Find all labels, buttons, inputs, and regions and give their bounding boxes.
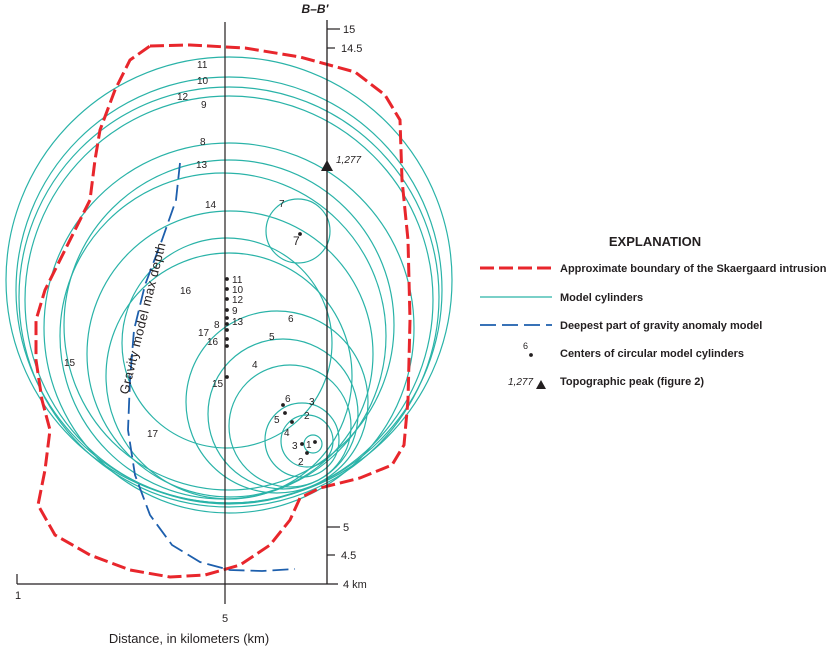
legend-gravity-label: Deepest part of gravity anomaly model	[560, 320, 762, 332]
peak-label: 1,277	[336, 155, 361, 166]
center-dot	[225, 344, 229, 348]
center-dot	[313, 440, 317, 444]
center-label-12: 12	[232, 295, 244, 306]
legend-center-sample-number: 6	[523, 341, 528, 351]
model-cylinders	[5, 56, 453, 514]
circle-label-8: 8	[200, 137, 206, 148]
circle-label-7: 7	[279, 199, 285, 210]
center-dot	[300, 442, 304, 446]
center-dot	[225, 297, 229, 301]
vscale-label-5: 5	[343, 522, 349, 534]
center-dot	[225, 308, 229, 312]
legend: EXPLANATION Approximate boundary of the …	[480, 234, 827, 389]
circle-label-5: 5	[269, 332, 275, 343]
center-label-2: 2	[298, 457, 304, 468]
vscale-label-15: 15	[343, 24, 355, 36]
peak-triangle-icon	[321, 160, 333, 171]
legend-center-dot	[529, 353, 533, 357]
gravity-curve-label: Gravity model max depth	[116, 241, 168, 396]
center-dot	[225, 375, 229, 379]
circle-label-14: 14	[205, 200, 217, 211]
center-dot	[225, 287, 229, 291]
center-label-6: 6	[285, 394, 291, 405]
center-label-3: 3	[292, 441, 298, 452]
center-dot	[225, 316, 229, 320]
circle-label-17: 17	[147, 429, 159, 440]
vscale-label-4-5: 4.5	[341, 550, 356, 562]
model-cylinder-9	[24, 95, 434, 505]
center-label-5: 5	[274, 415, 280, 426]
center-label-8: 8	[214, 320, 220, 331]
model-cylinder-4	[228, 364, 352, 488]
gravity-max-depth-curve	[127, 162, 296, 572]
center-label-9: 9	[232, 306, 238, 317]
model-cylinder-8	[43, 142, 415, 514]
legend-cylinder-label: Model cylinders	[560, 292, 643, 304]
center-label-17: 17	[198, 328, 210, 339]
circle-label-9: 9	[201, 100, 207, 111]
circle-label-12: 12	[177, 92, 189, 103]
circle-label-13: 13	[196, 160, 208, 171]
tick-label-mid: 5	[222, 613, 228, 625]
vscale-label-4km: 4 km	[343, 579, 367, 591]
center-label-11: 11	[232, 275, 243, 286]
center-dot	[283, 411, 287, 415]
center-dot	[225, 322, 229, 326]
center-dot	[290, 420, 294, 424]
circle-labels: 11 10 12 9 8 13 14 7 16 6 5 4 15 17 3 2	[64, 60, 315, 440]
model-cylinder-6	[185, 310, 369, 494]
legend-center-label: Centers of circular model cylinders	[560, 348, 744, 360]
circle-label-4: 4	[252, 360, 258, 371]
center-label-16: 16	[207, 337, 219, 348]
legend-boundary-label: Approximate boundary of the Skaergaard i…	[560, 263, 827, 275]
center-label-1: 1	[306, 440, 312, 451]
vscale-label-14-5: 14.5	[341, 43, 362, 55]
model-cylinder-16	[121, 237, 333, 449]
circle-label-15: 15	[64, 358, 76, 369]
horizontal-axis-title: Distance, in kilometers (km)	[109, 631, 269, 646]
center-dot	[225, 328, 229, 332]
model-cylinder-14	[86, 210, 374, 498]
circle-label-2: 2	[304, 411, 310, 422]
center-label-7: 7	[293, 234, 300, 248]
legend-title: EXPLANATION	[609, 234, 701, 249]
model-cylinder-7	[265, 198, 331, 264]
center-label-15: 15	[212, 379, 224, 390]
center-dot	[305, 451, 309, 455]
circle-label-6: 6	[288, 314, 294, 325]
circle-label-11: 11	[197, 60, 208, 71]
section-label: B–B′	[302, 2, 330, 16]
model-cylinder-12	[18, 86, 440, 508]
center-label-4: 4	[284, 428, 290, 439]
circle-label-16: 16	[180, 286, 192, 297]
center-dot	[225, 277, 229, 281]
center-label-13: 13	[232, 317, 244, 328]
cylinder-centers	[225, 232, 317, 455]
center-label-10: 10	[232, 285, 244, 296]
model-cylinder-5	[207, 338, 359, 490]
legend-peak-triangle-icon	[536, 380, 546, 389]
intrusion-boundary	[34, 43, 412, 579]
center-dot	[281, 403, 285, 407]
tick-label-left: 1	[15, 590, 21, 602]
circle-label-3: 3	[309, 397, 315, 408]
center-dot	[298, 232, 302, 236]
center-labels: 11 10 12 9 8 13 17 16 15 7 6 5 4 3 1 2	[198, 234, 312, 468]
model-cylinder-1	[303, 434, 323, 454]
model-cylinder-13	[63, 159, 395, 491]
circle-label-10: 10	[197, 76, 209, 87]
model-cylinder-17	[59, 172, 387, 500]
legend-peak-sample: 1,277	[508, 377, 533, 388]
model-cylinder-11	[5, 56, 453, 504]
center-dot	[225, 337, 229, 341]
legend-peak-label: Topographic peak (figure 2)	[560, 376, 704, 388]
